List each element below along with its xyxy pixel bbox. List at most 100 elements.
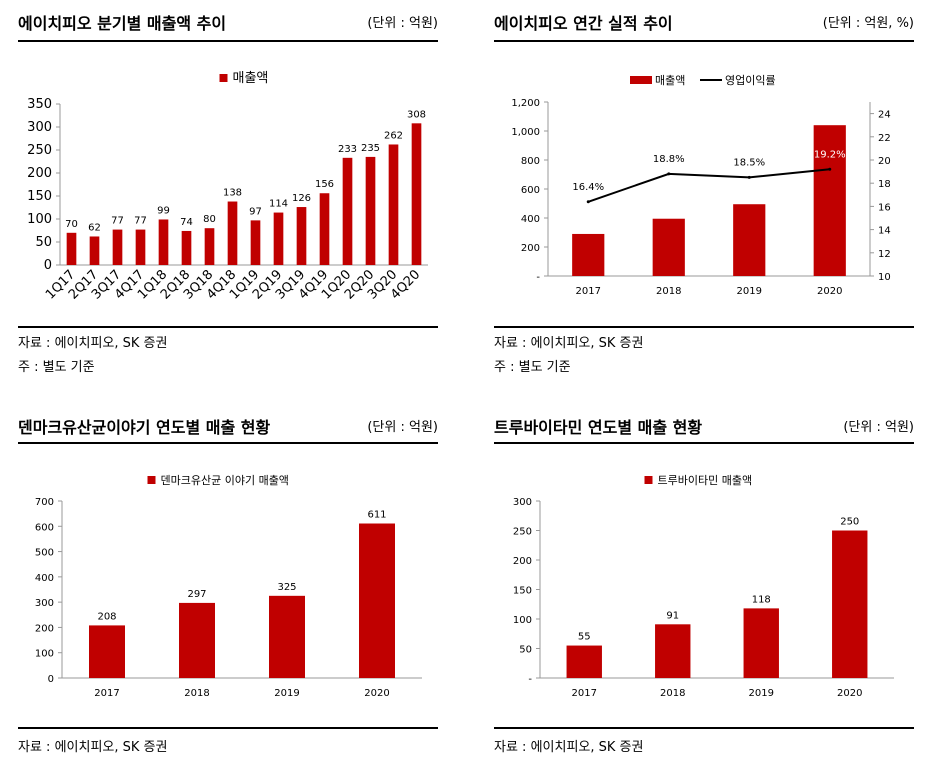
y-tick-label: 150 (513, 586, 532, 597)
y2-tick-label: 22 (878, 133, 891, 144)
data-label: 233 (338, 144, 357, 155)
panel-unit: (단위 : 억원) (843, 420, 914, 435)
y-tick-label: 300 (35, 598, 54, 609)
bar (66, 232, 77, 265)
bar (273, 212, 284, 265)
data-label: 308 (407, 109, 426, 120)
y-tick-label: 200 (513, 556, 532, 567)
bar (832, 530, 868, 678)
legend-swatch (644, 476, 653, 484)
data-label: 91 (666, 610, 679, 621)
y-tick-label: 200 (521, 243, 540, 254)
y-tick-label: 800 (521, 156, 540, 167)
bar (296, 207, 307, 265)
bar (733, 204, 766, 276)
x-tick-label: 2020 (837, 688, 862, 699)
data-label: 62 (88, 222, 101, 233)
data-label: 325 (277, 582, 296, 593)
line-point (667, 172, 671, 176)
data-label: 74 (180, 217, 193, 228)
y-tick-label: 300 (27, 120, 52, 135)
y-tick-label: - (528, 674, 532, 685)
bar (566, 645, 602, 678)
bar (227, 201, 238, 265)
x-tick-label: 2019 (274, 688, 299, 699)
note-text: 주 : 별도 기준 (18, 360, 95, 375)
y-tick-label: 0 (44, 258, 52, 273)
y2-tick-label: 10 (878, 272, 891, 283)
x-tick-label: 2019 (749, 688, 774, 699)
y-tick-label: 200 (27, 166, 52, 181)
line-data-label: 16.4% (572, 182, 604, 193)
data-label: 114 (269, 199, 288, 210)
bar (250, 220, 261, 265)
data-label: 235 (361, 143, 380, 154)
source-rule (494, 326, 914, 328)
data-label: 297 (187, 589, 206, 600)
data-label: 156 (315, 179, 334, 190)
bar (89, 625, 125, 678)
data-label: 77 (134, 216, 147, 227)
y-tick-label: 600 (521, 185, 540, 196)
x-tick-label: 2020 (817, 286, 842, 297)
title-rule (18, 442, 438, 444)
legend-swatch (219, 74, 228, 82)
data-label: 70 (65, 219, 78, 230)
y-tick-label: 0 (48, 674, 54, 685)
y2-tick-label: 18 (878, 179, 891, 190)
data-label: 55 (578, 632, 591, 643)
bar (652, 218, 685, 276)
source-rule (494, 727, 914, 729)
panel-unit: (단위 : 억원, %) (822, 16, 914, 31)
title-rule (494, 40, 914, 42)
bar (813, 125, 846, 276)
annual-results-chart: - 200 400 600 800 1,000 1,200 10 12 14 16 18 20 22 24 2… (511, 74, 891, 297)
y-tick-label: 100 (27, 212, 52, 227)
bar (572, 233, 605, 276)
bar (269, 595, 305, 678)
bar (181, 230, 192, 265)
panel-unit: (단위 : 억원) (367, 420, 438, 435)
panel-denmark-probiotic-sales: 덴마크유산균이야기 연도별 매출 현황 (단위 : 억원) 0 100 200 300… (18, 414, 438, 764)
data-label: 250 (840, 517, 859, 528)
data-label: 208 (97, 611, 116, 622)
source-text: 자료 : 에이치피오, SK 증권 (494, 740, 644, 755)
x-tick-label: 2018 (184, 688, 209, 699)
line-point (586, 200, 590, 204)
data-label: 99 (157, 205, 170, 216)
legend-label: 트루바이타민 매출액 (658, 474, 753, 487)
quarterly-sales-chart: 050100150200250300350701Q17622Q17773Q177… (27, 71, 428, 303)
y-tick-label: 600 (35, 522, 54, 533)
line-point (747, 175, 751, 179)
y-tick-label: 400 (35, 573, 54, 584)
x-tick-label: 2017 (94, 688, 119, 699)
y-tick-label: 150 (27, 189, 52, 204)
x-tick-label: 2018 (656, 286, 681, 297)
y-tick-label: 50 (35, 235, 52, 250)
y-tick-label: 250 (513, 527, 532, 538)
source-text: 자료 : 에이치피오, SK 증권 (494, 336, 644, 351)
y-tick-label: - (536, 272, 540, 283)
legend-swatch-bar (630, 76, 652, 84)
true-vitamin-chart: - 50 100 150 200 250 300 55 2017 91 2018 118 2019 250… (513, 474, 894, 699)
y2-tick-label: 24 (878, 110, 891, 121)
bar (89, 236, 100, 265)
bar (112, 229, 123, 265)
y2-tick-label: 20 (878, 156, 891, 167)
panel-title: 덴마크유산균이야기 연도별 매출 현황 (18, 418, 271, 437)
y-tick-label: 1,200 (511, 98, 540, 109)
source-text: 자료 : 에이치피오, SK 증권 (18, 740, 168, 755)
panel-title: 에이치피오 분기별 매출액 추이 (18, 14, 227, 33)
line-data-label: 18.5% (733, 157, 765, 168)
panel-title: 에이치피오 연간 실적 추이 (494, 14, 673, 33)
y-tick-label: 100 (513, 615, 532, 626)
bar (204, 228, 215, 265)
x-tick-label: 2018 (660, 688, 685, 699)
panel-quarterly-sales: 에이치피오 분기별 매출액 추이 (단위 : 억원) 0 50 100 150 200 2… (18, 10, 438, 380)
title-rule (18, 40, 438, 42)
source-text: 자료 : 에이치피오, SK 증권 (18, 336, 168, 351)
bar (135, 229, 146, 265)
data-label: 97 (249, 206, 262, 217)
y-tick-label: 350 (27, 97, 52, 112)
x-tick-label: 2017 (572, 688, 597, 699)
